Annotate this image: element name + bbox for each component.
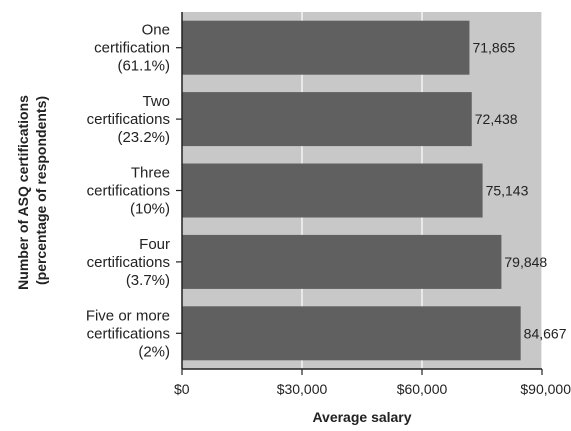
axes: [176, 12, 543, 375]
y-axis-title-line-2: (percentage of respondents): [33, 96, 49, 285]
bar: [182, 92, 472, 147]
x-tick-labels: $0 $30,000 $60,000 $90,000: [174, 381, 571, 397]
category-label: Three certifications (10%): [87, 165, 170, 218]
category-labels: One certification (61.1%) Two certifications…: [86, 22, 170, 361]
x-tick-label: $90,000: [520, 381, 571, 397]
value-label: 71,865: [472, 40, 515, 56]
y-axis-title: Number of ASQ certifications (percentage…: [15, 91, 49, 290]
bar: [182, 163, 483, 218]
value-labels: 71,865 72,438 75,143 79,848 84,667: [472, 40, 566, 342]
bar: [182, 234, 502, 289]
value-label: 75,143: [486, 183, 529, 199]
x-tick-label: $60,000: [397, 381, 448, 397]
category-label: One certification (61.1%): [94, 22, 170, 75]
bar: [182, 20, 470, 75]
value-label: 72,438: [475, 111, 518, 127]
bar: [182, 306, 521, 361]
bars: [182, 20, 521, 361]
y-axis-title-line-1: Number of ASQ certifications: [15, 95, 31, 290]
x-axis-title: Average salary: [312, 409, 411, 425]
x-tick-label: $30,000: [277, 381, 328, 397]
value-label: 84,667: [524, 325, 567, 341]
category-label: Two certifications (23.2%): [87, 93, 170, 146]
value-label: 79,848: [504, 254, 547, 270]
category-label: Five or more certifications (2%): [86, 307, 170, 360]
x-tick-label: $0: [174, 381, 190, 397]
category-label: Four certifications (3.7%): [87, 236, 170, 289]
